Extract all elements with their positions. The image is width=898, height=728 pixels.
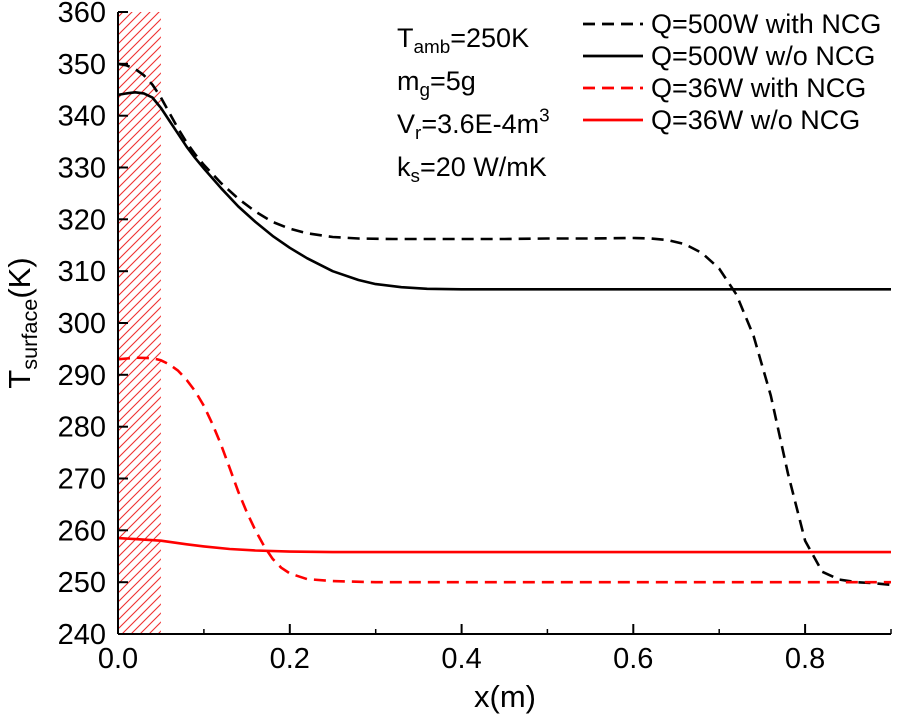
annotations: Tamb=250K mg=5g Vr=3.6E-4m3 ks=20 W/mK [397,23,550,187]
annotation-1: mg=5g [397,66,476,101]
series-q-500w-with-ncg [117,62,892,587]
legend-label-q-500w-with-ncg: Q=500W with NCG [651,9,881,39]
legend-label-q-500w-w-o-ncg: Q=500W w/o NCG [651,41,875,71]
y-tick-label: 350 [58,49,106,81]
x-tick-label: 0.8 [785,643,825,675]
y-tick-label: 300 [58,308,106,340]
y-tick-label: 340 [58,101,106,133]
axis-titles: x(m) Tsurface(K) [2,257,536,714]
series-q-36w-with-ncg [117,356,891,584]
legend-label-q-36w-with-ncg: Q=36W with NCG [651,73,866,103]
y-tick-label: 260 [58,515,106,547]
series-q-500w-w-o-ncg [117,91,891,291]
x-tick-label: 0.0 [98,643,138,675]
series-q-36w-w-o-ncg [117,536,891,554]
y-tick-label: 310 [58,256,106,288]
series-group [117,62,892,587]
y-tick-label: 360 [58,0,106,29]
y-axis-title: Tsurface(K) [2,257,42,388]
x-tick-label: 0.6 [613,643,653,675]
annotation-0: Tamb=250K [397,23,529,58]
legend-label-q-36w-w-o-ncg: Q=36W w/o NCG [651,105,860,135]
y-tick-label: 290 [58,360,106,392]
y-tick-label: 240 [58,619,106,651]
y-tick-label: 330 [58,153,106,185]
x-axis-title: x(m) [474,679,536,714]
y-tick-label: 320 [58,204,106,236]
annotation-2: Vr=3.6E-4m3 [397,106,550,144]
y-tick-label: 270 [58,464,106,496]
y-axis-ticks: 240 250 260 270 280 290 300 310 320 330 340 350 360 [58,0,128,651]
y-tick-label: 250 [58,567,106,599]
y-tick-label: 280 [58,412,106,444]
x-tick-label: 0.4 [441,643,481,675]
x-tick-label: 0.2 [270,643,310,675]
annotation-3: ks=20 W/mK [397,152,547,187]
x-axis-ticks: 0.0 0.2 0.4 0.6 0.8 [98,624,892,675]
